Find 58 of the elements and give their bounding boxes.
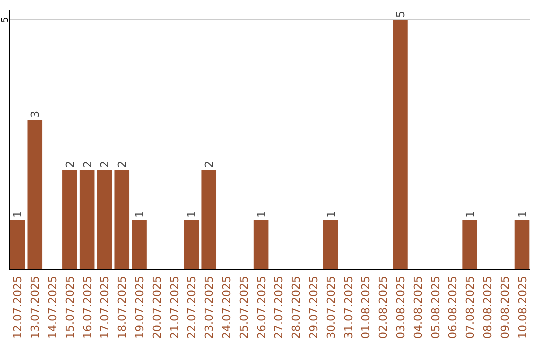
x-tick-label: 27.07.2025 (272, 276, 286, 339)
x-tick-label: 20.07.2025 (150, 276, 164, 339)
x-tick-label: 19.07.2025 (134, 276, 147, 339)
data-label: 2 (98, 161, 112, 168)
bar (254, 220, 269, 270)
data-label: 1 (324, 211, 338, 218)
data-label: 2 (116, 161, 130, 168)
bar (62, 170, 78, 270)
bar (97, 170, 112, 270)
x-tick-label: 29.07.2025 (307, 276, 320, 339)
x-tick-label: 01.08.2025 (360, 276, 373, 339)
data-label: 5 (394, 11, 408, 18)
x-tick-label: 22.07.2025 (186, 276, 199, 339)
x-tick-label: 08.08.2025 (481, 276, 494, 339)
x-tick-label: 23.07.2025 (203, 276, 216, 339)
x-tick-label: 09.08.2025 (498, 276, 512, 339)
x-tick-label: 12.07.2025 (12, 276, 25, 339)
x-tick-label: 28.07.2025 (290, 276, 304, 339)
data-label: 1 (186, 211, 199, 218)
bar (393, 20, 408, 270)
x-tick-label: 15.07.2025 (64, 276, 77, 339)
x-tick-label: 05.08.2025 (429, 276, 442, 339)
data-label: 2 (203, 161, 216, 168)
x-tick-label: 10.08.2025 (516, 276, 530, 339)
bar (80, 170, 95, 270)
bar (10, 220, 26, 270)
bar (184, 220, 200, 270)
data-label: 1 (516, 211, 530, 218)
x-tick-label: 16.07.2025 (81, 276, 94, 339)
bar (114, 170, 130, 270)
data-label: 1 (134, 211, 147, 218)
x-tick-label: 14.07.2025 (46, 276, 60, 339)
bar (28, 120, 43, 270)
x-tick-label: 06.08.2025 (446, 276, 460, 339)
bar (323, 220, 338, 270)
data-label: 1 (464, 211, 478, 218)
x-tick-label: 31.07.2025 (342, 276, 356, 339)
x-tick-label: 07.08.2025 (464, 276, 478, 339)
x-tick-label: 02.08.2025 (377, 276, 390, 339)
data-label: 1 (12, 211, 25, 218)
x-tick-label: 03.08.2025 (394, 276, 408, 339)
x-tick-label: 18.07.2025 (116, 276, 130, 339)
x-tick-label: 26.07.2025 (255, 276, 268, 339)
data-label: 1 (255, 211, 268, 218)
x-tick-label: 04.08.2025 (412, 276, 425, 339)
bar (462, 220, 478, 270)
data-label: 3 (29, 111, 42, 118)
x-tick-label: 13.07.2025 (29, 276, 42, 339)
x-tick-label: 24.07.2025 (220, 276, 234, 339)
bar (202, 170, 217, 270)
x-tick-label: 30.07.2025 (324, 276, 338, 339)
x-tick-label: 21.07.2025 (168, 276, 182, 339)
data-label: 2 (64, 161, 77, 168)
bar (132, 220, 147, 270)
data-label: 2 (81, 161, 94, 168)
x-tick-label: 25.07.2025 (238, 276, 251, 339)
bar (514, 220, 530, 270)
x-tick-label: 17.07.2025 (98, 276, 112, 339)
